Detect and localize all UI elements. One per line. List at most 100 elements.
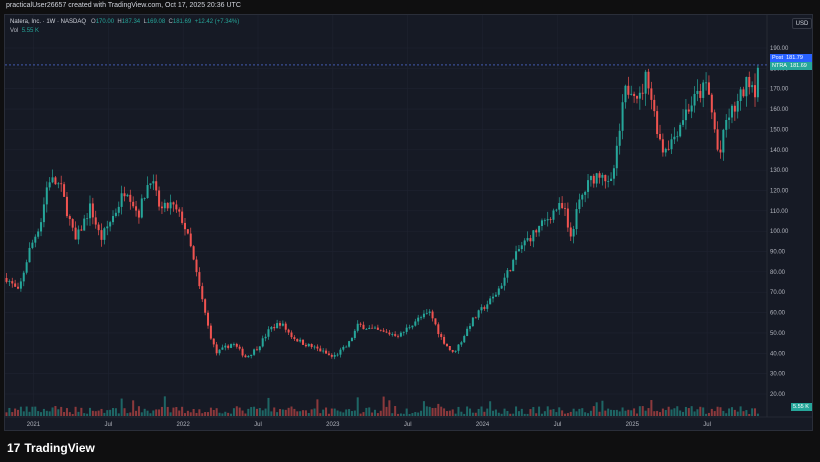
volume-bar	[34, 406, 37, 416]
candle-body	[558, 203, 561, 210]
candle-body	[520, 245, 523, 250]
volume-bar	[201, 413, 204, 416]
candle-body	[696, 90, 699, 94]
author-caption: practicalUser26657 created with TradingV…	[6, 2, 241, 9]
candle-body	[445, 343, 448, 347]
volume-bar	[192, 408, 195, 416]
candle-body	[221, 347, 224, 350]
volume-bar	[253, 406, 256, 416]
candle-body	[492, 296, 495, 299]
candle-body	[736, 100, 739, 112]
candle-body	[123, 193, 126, 197]
volume-bar	[368, 407, 371, 416]
currency-button[interactable]: USD	[792, 18, 812, 29]
candle-body	[526, 238, 529, 241]
candle-body	[307, 343, 310, 347]
volume-bar	[359, 413, 362, 416]
candle-body	[535, 230, 538, 233]
candle-body	[80, 229, 83, 231]
candle-body	[659, 134, 662, 140]
volume-bar	[607, 408, 610, 416]
volume-bar	[431, 408, 434, 416]
candle-body	[440, 334, 443, 337]
volume-bar	[293, 408, 296, 416]
volume-bar	[86, 413, 89, 416]
candle-body	[45, 187, 48, 205]
y-tick-label: 90.00	[770, 250, 786, 256]
candle-body	[100, 230, 103, 240]
candle-body	[146, 185, 149, 199]
x-tick-label: Jul	[104, 422, 112, 428]
volume-bar	[155, 409, 158, 416]
volume-bar	[319, 413, 322, 416]
volume-bar	[278, 408, 282, 416]
volume-bar	[707, 412, 710, 416]
candle-body	[451, 350, 454, 352]
candle-body	[630, 93, 633, 95]
volume-bar	[670, 409, 673, 416]
volume-bar	[8, 407, 11, 416]
candle-body	[471, 317, 474, 327]
volume-bar	[143, 408, 146, 416]
volume-bar	[40, 412, 43, 416]
candle-body	[618, 130, 621, 146]
candle-body	[290, 332, 293, 338]
volume-bar	[532, 407, 535, 416]
volume-bar	[471, 412, 474, 416]
candle-body	[270, 327, 273, 330]
high-value: 187.34	[121, 19, 141, 25]
candle-body	[345, 346, 348, 348]
volume-bar	[261, 410, 264, 416]
candle-body	[371, 327, 374, 329]
volume-bar	[676, 406, 679, 416]
volume-bar	[394, 406, 397, 416]
candle-body	[14, 283, 17, 287]
volume-bar	[667, 406, 670, 416]
candle-body	[224, 345, 227, 348]
candle-body	[650, 88, 653, 100]
volume-bar	[120, 398, 123, 416]
candle-body	[273, 327, 276, 329]
candle-body	[342, 346, 345, 350]
volume-bar	[316, 399, 319, 416]
volume-bar	[584, 412, 587, 416]
candle-body	[477, 310, 480, 318]
volume-bar	[371, 412, 374, 416]
candle-body	[178, 209, 181, 212]
volume-bar	[610, 409, 613, 416]
candle-body	[687, 109, 690, 112]
candle-body	[327, 353, 330, 355]
candle-body	[730, 105, 733, 118]
volume-bar	[365, 407, 368, 416]
volume-bar	[448, 410, 451, 416]
x-tick-label: Jul	[554, 422, 562, 428]
candle-body	[19, 281, 22, 289]
candle-body	[420, 317, 423, 319]
volume-bar	[601, 400, 604, 416]
volume-bar	[592, 406, 595, 416]
volume-bar	[244, 413, 247, 416]
candle-body	[379, 329, 382, 331]
candle-body	[512, 259, 515, 272]
volume-bar	[517, 411, 520, 416]
volume-bar	[152, 410, 155, 416]
volume-price-tag: 5.55 K	[791, 403, 812, 411]
price-chart[interactable]: 20.00 30.00 40.00 50.00 60.00 70.00 80.00 90.00…	[5, 15, 812, 430]
candle-body	[635, 96, 638, 99]
volume-bar	[14, 408, 17, 416]
volume-bar	[362, 412, 365, 416]
candle-body	[160, 206, 163, 209]
volume-bar	[526, 413, 529, 416]
volume-bar	[238, 407, 241, 416]
volume-bar	[325, 407, 328, 416]
volume-bar	[733, 409, 736, 416]
volume-bar	[382, 396, 385, 416]
chart-area[interactable]: 20.00 30.00 40.00 50.00 60.00 70.00 80.00 90.00…	[4, 14, 813, 431]
candle-body	[716, 129, 719, 150]
volume-bar	[224, 411, 227, 416]
volume-bar	[572, 408, 575, 416]
candle-body	[523, 240, 526, 246]
tradingview-logo[interactable]: 17 TradingView	[7, 441, 95, 455]
candle-body	[454, 350, 457, 352]
